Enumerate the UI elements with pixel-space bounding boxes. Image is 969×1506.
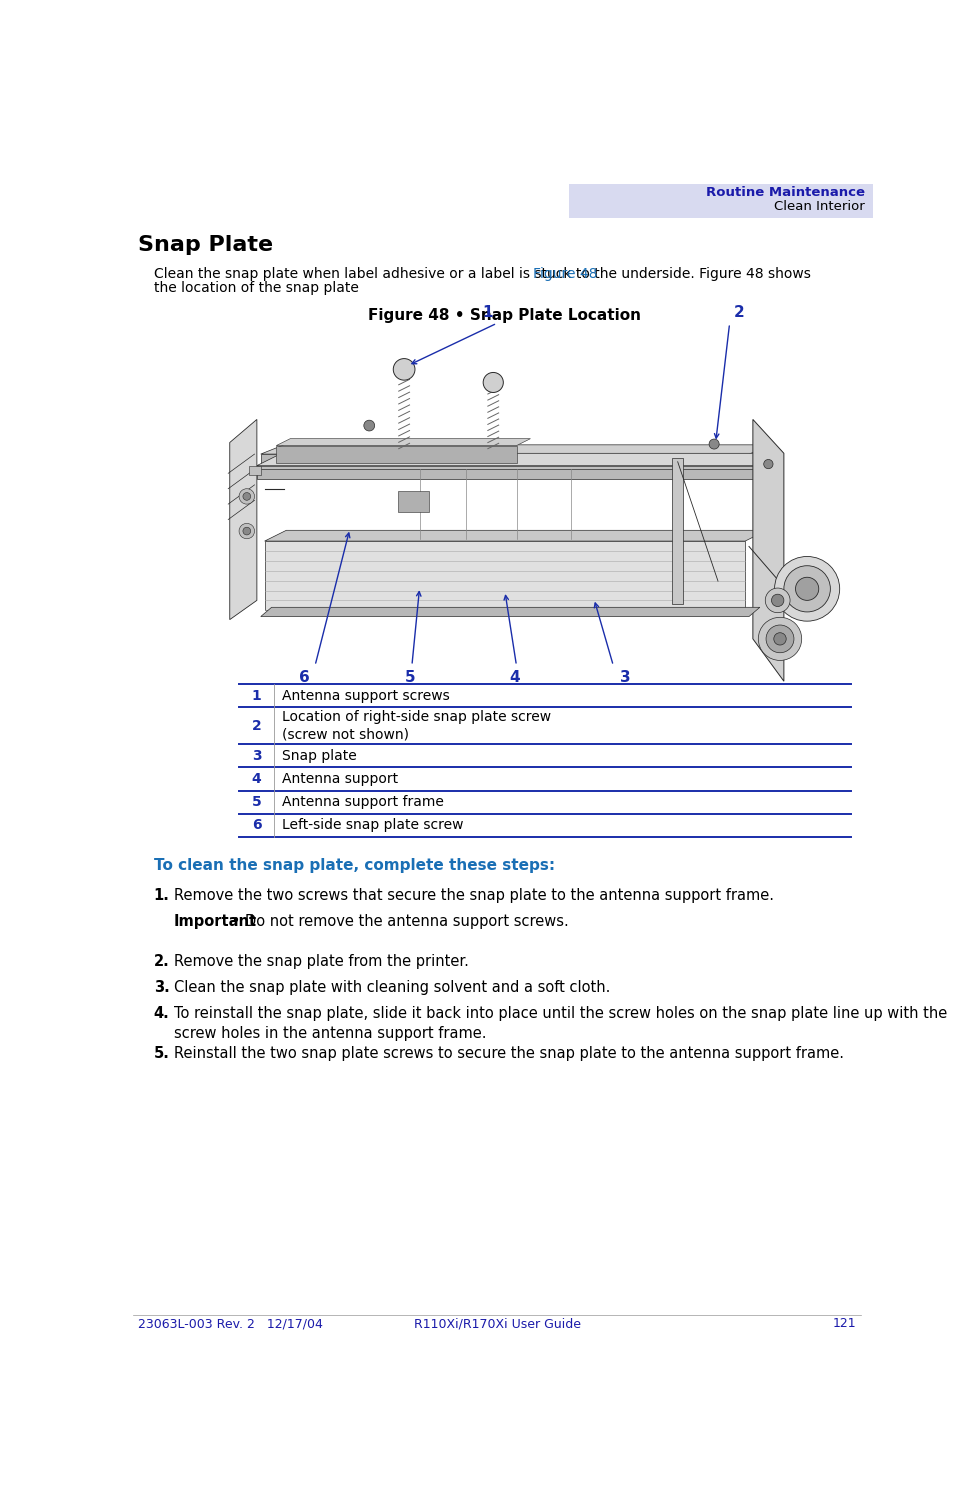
Circle shape bbox=[770, 595, 783, 607]
Text: Antenna support screws: Antenna support screws bbox=[281, 688, 449, 703]
Text: 1.: 1. bbox=[154, 887, 170, 902]
Circle shape bbox=[763, 630, 772, 639]
Text: Antenna support frame: Antenna support frame bbox=[281, 795, 443, 809]
Text: 4: 4 bbox=[509, 670, 519, 685]
Text: 4.: 4. bbox=[154, 1006, 170, 1021]
Text: Clean the snap plate when label adhesive or a label is stuck to the underside. F: Clean the snap plate when label adhesive… bbox=[154, 267, 810, 282]
Text: 6: 6 bbox=[251, 818, 261, 833]
Polygon shape bbox=[265, 530, 766, 541]
Text: 5.: 5. bbox=[154, 1047, 170, 1062]
Text: Important: Important bbox=[173, 914, 257, 929]
Polygon shape bbox=[671, 458, 682, 604]
Circle shape bbox=[758, 617, 800, 661]
Circle shape bbox=[795, 577, 818, 601]
Text: Routine Maintenance: Routine Maintenance bbox=[705, 187, 864, 199]
Text: 3: 3 bbox=[251, 748, 261, 764]
Circle shape bbox=[708, 440, 718, 449]
Text: 2.: 2. bbox=[154, 953, 170, 968]
Text: • Do not remove the antenna support screws.: • Do not remove the antenna support scre… bbox=[227, 914, 568, 929]
Polygon shape bbox=[257, 470, 752, 479]
Circle shape bbox=[238, 524, 254, 539]
Text: 5: 5 bbox=[251, 795, 261, 809]
Text: To reinstall the snap plate, slide it back into place until the screw holes on t: To reinstall the snap plate, slide it ba… bbox=[173, 1006, 946, 1041]
Bar bbox=[568, 184, 872, 218]
Text: 1: 1 bbox=[483, 306, 492, 321]
Polygon shape bbox=[276, 446, 516, 462]
Text: 23063L-003 Rev. 2   12/17/04: 23063L-003 Rev. 2 12/17/04 bbox=[139, 1318, 323, 1330]
Polygon shape bbox=[752, 419, 783, 681]
Circle shape bbox=[238, 489, 254, 505]
Text: 3.: 3. bbox=[154, 980, 170, 995]
Text: Reinstall the two snap plate screws to secure the snap plate to the antenna supp: Reinstall the two snap plate screws to s… bbox=[173, 1047, 843, 1062]
Polygon shape bbox=[230, 419, 257, 619]
Circle shape bbox=[363, 420, 374, 431]
Text: Location of right-side snap plate screw
(screw not shown): Location of right-side snap plate screw … bbox=[281, 709, 550, 742]
Polygon shape bbox=[261, 455, 748, 464]
Text: Antenna support: Antenna support bbox=[281, 773, 397, 786]
Polygon shape bbox=[257, 453, 777, 465]
Circle shape bbox=[483, 372, 503, 393]
Text: the location of the snap plate: the location of the snap plate bbox=[154, 282, 359, 295]
Text: To clean the snap plate, complete these steps:: To clean the snap plate, complete these … bbox=[154, 858, 554, 873]
Circle shape bbox=[773, 633, 786, 645]
Text: 1: 1 bbox=[251, 688, 261, 703]
Text: 5: 5 bbox=[405, 670, 415, 685]
Polygon shape bbox=[397, 491, 428, 512]
Text: Snap Plate: Snap Plate bbox=[139, 235, 273, 255]
Text: 3: 3 bbox=[620, 670, 631, 685]
Text: Left-side snap plate screw: Left-side snap plate screw bbox=[281, 818, 463, 833]
Polygon shape bbox=[265, 541, 744, 610]
Circle shape bbox=[765, 587, 790, 613]
Polygon shape bbox=[261, 607, 759, 616]
Text: Figure 48 • Snap Plate Location: Figure 48 • Snap Plate Location bbox=[368, 307, 641, 322]
Text: 6: 6 bbox=[298, 670, 309, 685]
Text: 121: 121 bbox=[831, 1318, 855, 1330]
Text: Remove the snap plate from the printer.: Remove the snap plate from the printer. bbox=[173, 953, 468, 968]
Polygon shape bbox=[276, 438, 530, 446]
Text: Clean the snap plate with cleaning solvent and a soft cloth.: Clean the snap plate with cleaning solve… bbox=[173, 980, 610, 995]
Text: Snap plate: Snap plate bbox=[281, 748, 356, 764]
Text: 2: 2 bbox=[251, 718, 261, 733]
Text: R110Xi/R170Xi User Guide: R110Xi/R170Xi User Guide bbox=[413, 1318, 580, 1330]
Circle shape bbox=[392, 358, 415, 380]
Circle shape bbox=[774, 557, 839, 620]
Circle shape bbox=[766, 625, 794, 652]
Text: 2: 2 bbox=[733, 306, 743, 321]
Polygon shape bbox=[261, 444, 771, 455]
Polygon shape bbox=[257, 465, 752, 474]
Circle shape bbox=[242, 527, 250, 535]
Text: Figure 48: Figure 48 bbox=[533, 267, 597, 282]
Text: 4: 4 bbox=[251, 773, 261, 786]
Circle shape bbox=[783, 566, 829, 611]
Bar bbox=[249, 467, 261, 474]
Circle shape bbox=[242, 492, 250, 500]
Circle shape bbox=[763, 459, 772, 468]
Text: Clean Interior: Clean Interior bbox=[773, 200, 864, 212]
Text: Remove the two screws that secure the snap plate to the antenna support frame.: Remove the two screws that secure the sn… bbox=[173, 887, 773, 902]
